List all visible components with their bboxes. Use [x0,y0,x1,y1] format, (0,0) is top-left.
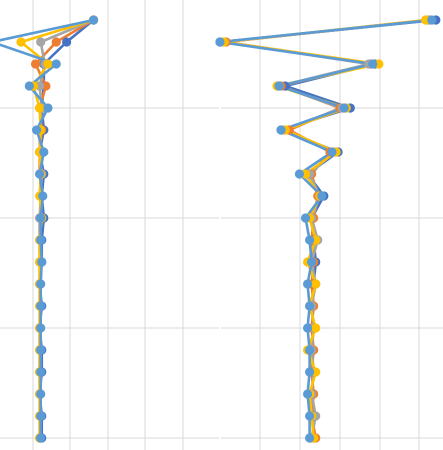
data-point [305,235,315,245]
data-point [31,125,42,135]
data-point [311,279,321,289]
data-point [37,257,47,267]
series-line [218,18,436,438]
data-point [327,147,337,157]
data-point [300,213,311,223]
data-point [51,37,61,47]
data-point [215,37,225,47]
data-point [302,389,313,399]
series-line [222,18,426,439]
data-point [36,433,46,443]
data-point [274,81,284,91]
data-point [305,345,315,355]
data-point [36,411,46,421]
data-point [305,411,315,421]
data-point [51,59,61,69]
data-point [36,389,46,399]
data-point [35,169,45,179]
data-point [294,169,305,179]
data-point [307,257,317,267]
series-line [222,18,430,439]
data-point [276,125,286,135]
data-point [88,15,99,25]
data-point [38,191,48,201]
left-panel [0,0,219,450]
data-point [305,367,315,377]
data-point [36,323,46,333]
data-point [36,279,46,289]
data-point [339,103,349,113]
data-point [311,323,321,333]
data-point [62,37,72,47]
series-line [218,18,432,438]
data-point [36,213,46,223]
data-point [24,81,34,91]
data-point [302,279,313,289]
data-point [317,191,327,201]
right-panel [215,0,443,450]
data-point [36,235,46,245]
data-point [305,433,315,443]
data-point [35,103,45,113]
data-point [368,59,378,69]
data-point [16,37,26,47]
data-point [36,37,46,47]
data-point [36,367,46,377]
data-point [427,15,437,25]
data-point [30,59,41,69]
data-point [36,301,46,311]
series-line [224,18,428,439]
data-point [305,301,315,311]
data-point [39,147,49,157]
data-point [43,59,53,69]
data-point [302,323,313,333]
data-point [43,103,53,113]
data-point [36,345,46,355]
